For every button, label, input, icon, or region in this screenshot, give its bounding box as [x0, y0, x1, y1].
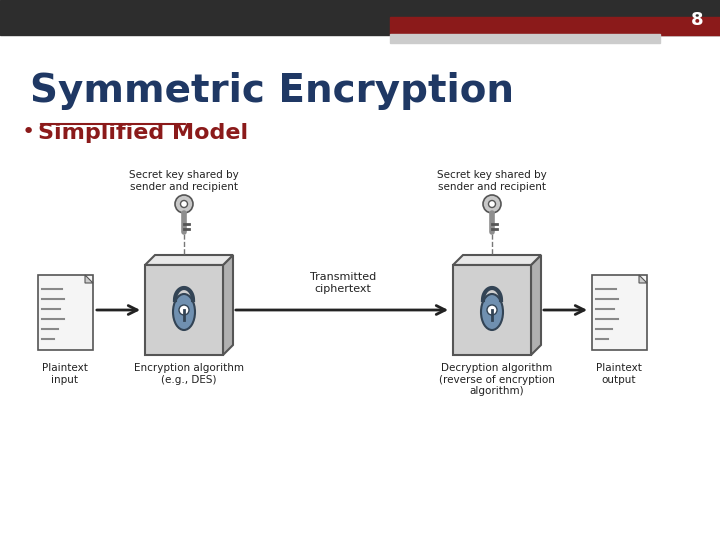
Bar	[592, 275, 647, 350]
Ellipse shape	[481, 294, 503, 330]
Polygon shape	[639, 275, 647, 283]
Text: •: •	[22, 122, 35, 142]
Circle shape	[487, 305, 497, 315]
Text: Simplified Model: Simplified Model	[38, 123, 248, 143]
Bar	[145, 265, 223, 355]
Bar	[453, 265, 531, 355]
Polygon shape	[145, 255, 233, 265]
Bar	[38, 275, 93, 350]
Bar	[390, 34, 660, 43]
Text: 8: 8	[690, 11, 703, 29]
Polygon shape	[85, 275, 93, 283]
Circle shape	[488, 200, 495, 207]
Text: Transmitted
ciphertext: Transmitted ciphertext	[310, 272, 376, 294]
Circle shape	[175, 195, 193, 213]
Polygon shape	[531, 255, 541, 355]
Text: Encryption algorithm
(e.g., DES): Encryption algorithm (e.g., DES)	[134, 363, 244, 384]
Bar	[0, 0, 720, 35]
Text: Plaintext
output: Plaintext output	[596, 363, 642, 384]
Text: Decryption algorithm
(reverse of encryption
algorithm): Decryption algorithm (reverse of encrypt…	[439, 363, 555, 396]
Text: Plaintext
input: Plaintext input	[42, 363, 88, 384]
Ellipse shape	[173, 294, 195, 330]
Polygon shape	[453, 255, 541, 265]
Circle shape	[179, 305, 189, 315]
Text: Secret key shared by
sender and recipient: Secret key shared by sender and recipien…	[437, 171, 547, 192]
Circle shape	[483, 195, 501, 213]
Bar	[390, 17, 720, 35]
Circle shape	[181, 200, 187, 207]
Text: Symmetric Encryption: Symmetric Encryption	[30, 72, 514, 110]
Text: Secret key shared by
sender and recipient: Secret key shared by sender and recipien…	[129, 171, 239, 192]
Polygon shape	[223, 255, 233, 355]
